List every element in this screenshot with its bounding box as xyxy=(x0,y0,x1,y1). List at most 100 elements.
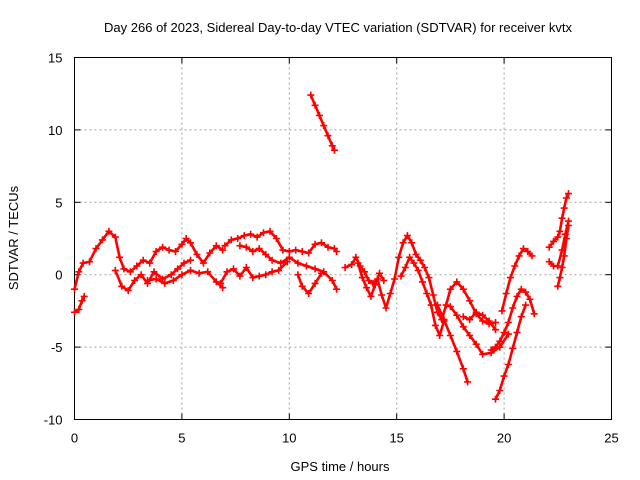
data-point-marker xyxy=(307,91,315,99)
data-point-marker xyxy=(492,326,499,334)
y-tick-label: 10 xyxy=(48,123,62,138)
data-point-marker xyxy=(410,259,418,267)
data-point-marker xyxy=(120,265,128,273)
data-point-marker xyxy=(111,233,119,241)
data-point-marker xyxy=(234,235,242,242)
data-point-marker xyxy=(397,272,405,280)
data-point-marker xyxy=(165,246,173,254)
data-point-marker xyxy=(133,262,141,270)
data-point-marker xyxy=(466,316,474,324)
data-point-marker xyxy=(236,242,244,250)
data-point-marker xyxy=(554,262,562,270)
data-point-marker xyxy=(556,227,564,235)
data-point-marker xyxy=(513,329,521,337)
data-point-marker xyxy=(423,290,431,297)
data-point-marker xyxy=(204,268,212,276)
data-point-marker xyxy=(406,253,414,261)
axis-ticks: 0 5 10 15 20 25 -10 -5 0 5 10 15 xyxy=(44,51,619,446)
data-series-arc-1 xyxy=(71,227,227,293)
data-point-marker xyxy=(391,275,399,283)
data-point-marker xyxy=(146,259,154,267)
data-point-marker xyxy=(416,256,424,264)
data-point-marker xyxy=(111,266,119,274)
y-tick-label: 15 xyxy=(48,51,62,66)
data-point-marker xyxy=(513,292,521,300)
data-point-marker xyxy=(255,245,263,253)
data-series-arc-21 xyxy=(554,222,572,290)
x-tick-label: 25 xyxy=(604,431,618,446)
data-point-marker xyxy=(382,304,390,312)
data-point-marker xyxy=(453,347,461,355)
data-point-marker xyxy=(524,248,532,255)
data-point-marker xyxy=(75,306,83,313)
x-tick-label: 15 xyxy=(389,431,403,446)
data-point-marker xyxy=(195,269,203,277)
data-point-marker xyxy=(318,269,325,277)
data-point-marker xyxy=(354,259,362,267)
series-trace xyxy=(146,269,224,289)
data-point-marker xyxy=(159,243,167,251)
data-point-marker xyxy=(328,142,336,150)
data-series-arc-2 xyxy=(71,292,88,316)
data-point-marker xyxy=(517,285,525,293)
data-point-marker xyxy=(502,290,510,297)
data-point-marker xyxy=(137,271,145,279)
data-point-marker xyxy=(249,248,257,255)
data-point-marker xyxy=(545,258,553,266)
data-point-marker xyxy=(554,233,562,241)
data-point-marker xyxy=(558,264,566,271)
data-point-marker xyxy=(268,268,276,276)
data-point-marker xyxy=(139,256,147,264)
data-point-marker xyxy=(144,277,151,284)
data-point-marker xyxy=(193,250,201,258)
data-point-marker xyxy=(298,282,306,290)
data-point-marker xyxy=(126,268,134,276)
data-point-marker xyxy=(219,246,227,254)
data-point-marker xyxy=(292,246,300,254)
x-tick-label: 20 xyxy=(497,431,511,446)
data-point-marker xyxy=(472,308,480,316)
data-point-marker xyxy=(298,248,306,255)
data-point-marker xyxy=(526,295,534,303)
data-point-marker xyxy=(386,290,394,297)
data-point-marker xyxy=(487,346,495,354)
data-point-marker xyxy=(560,204,568,212)
y-tick-label: 5 xyxy=(55,195,62,210)
data-point-marker xyxy=(221,242,229,250)
data-series-arc-6 xyxy=(217,258,291,287)
data-point-marker xyxy=(324,243,332,251)
data-series-arc-17 xyxy=(492,301,530,403)
data-series-arc-12 xyxy=(397,253,448,339)
data-point-marker xyxy=(315,111,323,119)
data-series-arc-8 xyxy=(294,269,325,297)
data-point-marker xyxy=(79,259,87,267)
data-series-arc-11 xyxy=(354,259,388,300)
data-series-arc-18 xyxy=(498,245,536,315)
data-point-marker xyxy=(206,249,214,257)
data-point-marker xyxy=(199,259,207,267)
series-trace xyxy=(500,247,534,313)
data-point-marker xyxy=(318,239,325,247)
data-point-marker xyxy=(333,248,341,255)
data-point-marker xyxy=(262,271,270,279)
data-point-marker xyxy=(565,190,572,198)
data-point-marker xyxy=(242,264,250,271)
data-point-marker xyxy=(459,365,467,373)
data-series-arc-9 xyxy=(307,91,338,154)
data-point-marker xyxy=(240,232,248,240)
data-point-marker xyxy=(565,222,572,229)
data-point-marker xyxy=(459,323,467,331)
data-point-marker xyxy=(562,194,570,202)
series-trace xyxy=(399,256,446,337)
data-point-marker xyxy=(401,264,409,271)
data-point-marker xyxy=(311,265,319,273)
data-point-marker xyxy=(305,290,313,297)
data-point-marker xyxy=(172,248,179,255)
data-point-marker xyxy=(376,269,383,277)
data-point-marker xyxy=(367,292,375,300)
data-point-marker xyxy=(311,279,319,287)
data-point-marker xyxy=(414,266,422,274)
data-point-marker xyxy=(311,240,319,248)
data-point-marker xyxy=(348,261,356,269)
